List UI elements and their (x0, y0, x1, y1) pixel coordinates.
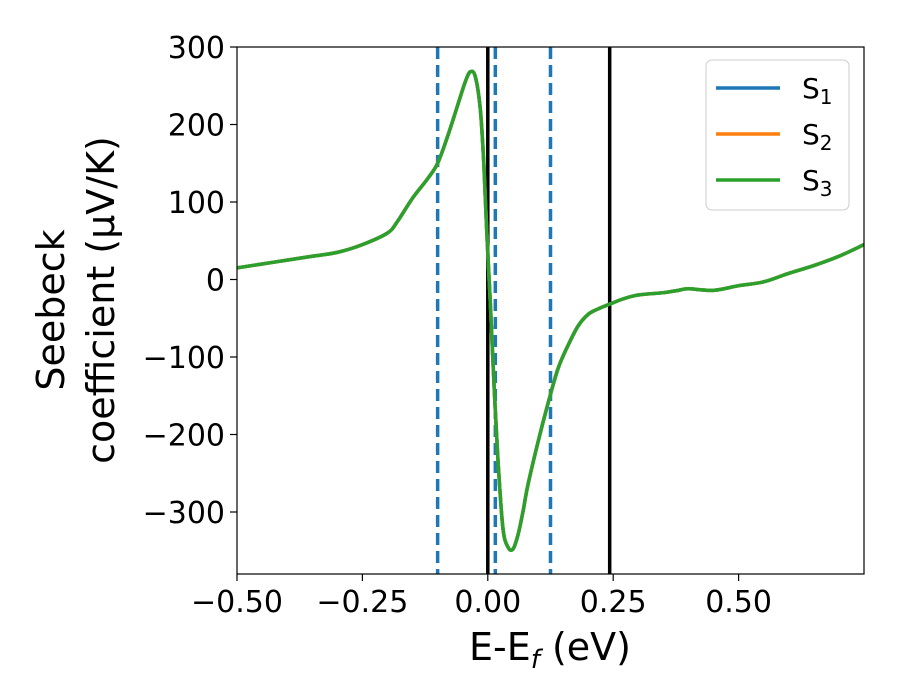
y-axis: 300 200 100 0 −100 −200 −300 (143, 31, 237, 531)
y-tick-label: 0 (206, 264, 225, 299)
legend-label-s1-sub: 1 (820, 85, 833, 109)
x-tick-label: 0.25 (580, 585, 647, 620)
x-tick-label: −0.50 (191, 585, 283, 620)
x-axis-label-main: E-E (469, 625, 531, 669)
y-tick-label: −100 (143, 341, 225, 376)
x-tick-label: −0.25 (316, 585, 408, 620)
legend-label-s3: S (802, 164, 820, 197)
plot-content (237, 47, 864, 574)
x-tick-label: 0.00 (454, 585, 521, 620)
legend-entry-s2: S2 (716, 118, 833, 155)
legend-label-s1: S (802, 72, 820, 105)
y-axis-label-line1: Seebeck (29, 229, 73, 390)
legend-label-s3-sub: 3 (820, 177, 833, 201)
y-tick-label: −300 (143, 496, 225, 531)
x-axis-label-suffix: (eV) (540, 625, 631, 669)
plot-area (237, 47, 864, 574)
legend-entry-s1: S1 (716, 72, 833, 109)
legend: S1 S2 S3 (705, 59, 850, 211)
legend-entry-s3: S3 (716, 164, 833, 201)
plot-frame (236, 46, 865, 575)
svg-text:S2: S2 (802, 118, 833, 155)
y-tick-label: 100 (168, 186, 225, 221)
y-tick-label: 200 (168, 109, 225, 144)
y-tick-label: 300 (168, 31, 225, 66)
svg-text:S1: S1 (802, 72, 833, 109)
x-axis: −0.50 −0.25 0.00 0.25 0.50 (191, 574, 772, 620)
x-axis-label: E-Ef (eV) (469, 625, 631, 675)
legend-label-s2: S (802, 118, 820, 151)
y-axis-label-line2: coefficient (μV/K) (79, 136, 123, 464)
x-tick-label: 0.50 (705, 585, 772, 620)
legend-label-s2-sub: 2 (820, 131, 833, 155)
series-line-s3 (237, 69, 864, 552)
y-tick-label: −200 (143, 419, 225, 454)
svg-text:S3: S3 (802, 164, 833, 201)
